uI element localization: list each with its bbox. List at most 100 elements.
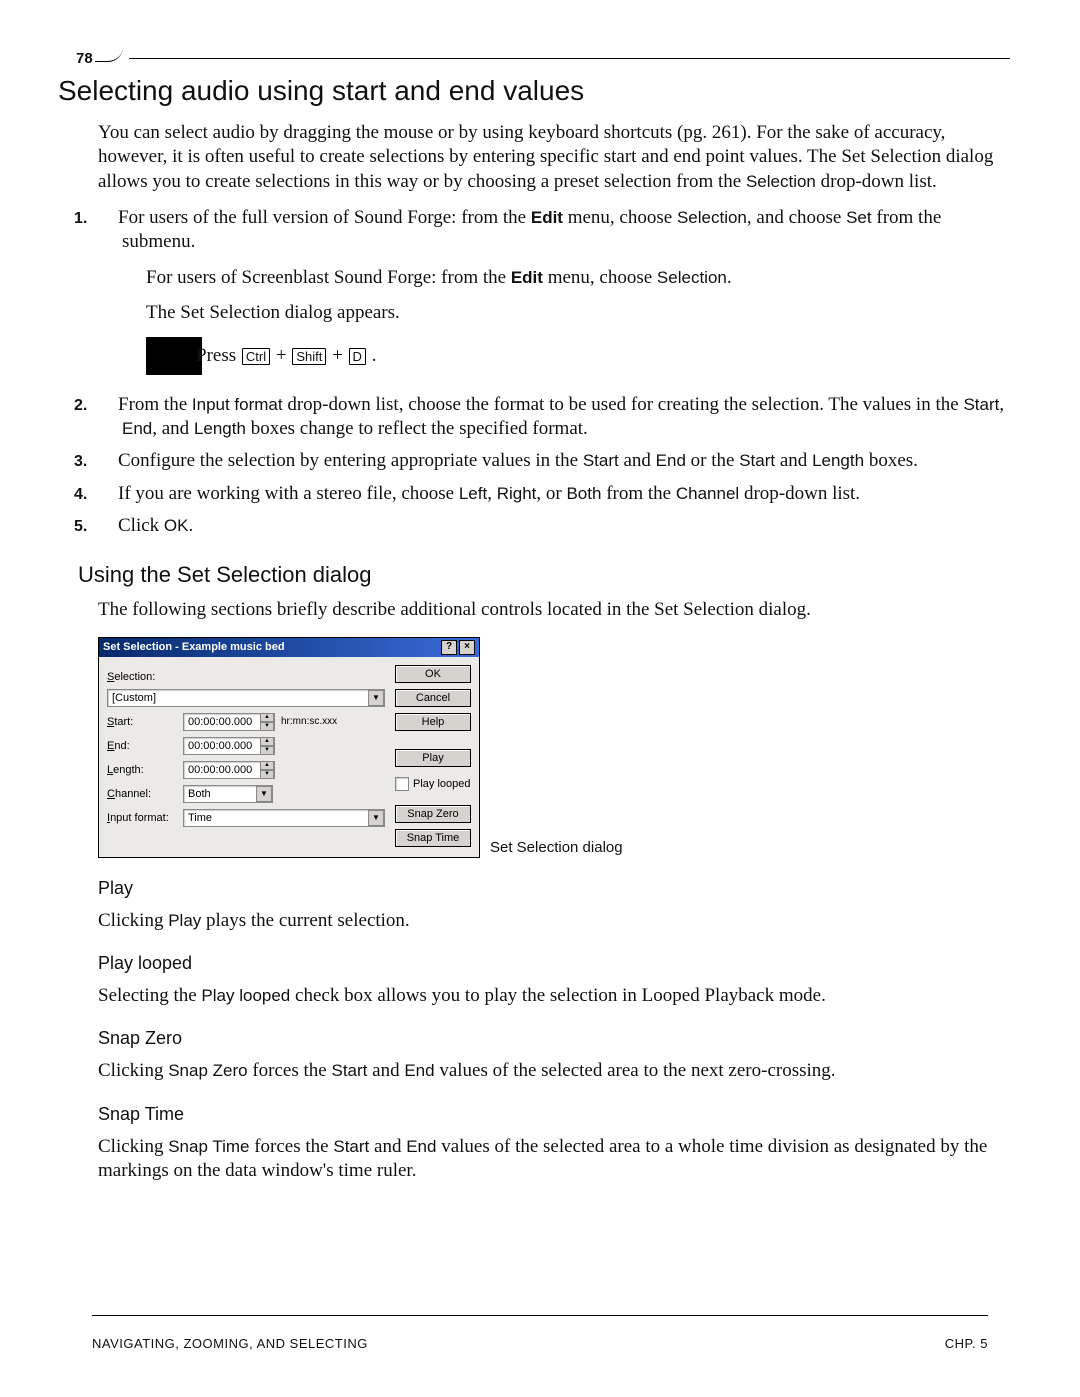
step-2: 2.From the Input format drop-down list, …: [98, 393, 1008, 442]
set-selection-dialog: Set Selection - Example music bed ? × Se…: [98, 637, 480, 858]
label-start: Start:: [107, 716, 177, 728]
t: drop-down list, choose the format to be …: [283, 394, 964, 415]
step-1: 1.For users of the full version of Sound…: [98, 206, 1008, 375]
spin-down-icon[interactable]: ▼: [260, 770, 274, 779]
h3-snap-zero: Snap Zero: [98, 1028, 1008, 1049]
selection-combo[interactable]: [Custom] ▼: [107, 689, 385, 707]
p-snap-zero: Clicking Snap Zero forces the Start and …: [98, 1059, 1008, 1083]
t: Click: [118, 515, 164, 536]
input-format-combo[interactable]: Time ▼: [183, 809, 385, 827]
h3-snap-time: Snap Time: [98, 1104, 1008, 1125]
t: For users of Screenblast Sound Forge: fr…: [146, 267, 511, 288]
checkbox-icon[interactable]: [395, 777, 409, 791]
p-snap-time: Clicking Snap Time forces the Start and …: [98, 1135, 1008, 1184]
step-1-appears: The Set Selection dialog appears.: [146, 300, 1008, 325]
cancel-button[interactable]: Cancel: [395, 689, 471, 707]
term-snap-zero: Snap Zero: [168, 1061, 247, 1080]
t: drop-down list.: [739, 483, 860, 504]
dialog-caption: Set Selection dialog: [490, 839, 623, 856]
step-3-num: 3.: [98, 452, 118, 472]
t: Clicking: [98, 1060, 168, 1081]
page-footer: NAVIGATING, ZOOMING, AND SELECTING CHP. …: [92, 1315, 988, 1351]
t: Clicking: [98, 1136, 168, 1157]
chevron-down-icon[interactable]: ▼: [368, 690, 384, 706]
h3-play-looped: Play looped: [98, 953, 1008, 974]
kbd-d: D: [349, 348, 366, 365]
t: menu, choose: [543, 267, 657, 288]
step-5-num: 5.: [98, 517, 118, 537]
step-4-num: 4.: [98, 485, 118, 505]
t: values of the selected area to the next …: [435, 1060, 836, 1081]
dialog-title-text: Set Selection - Example music bed: [103, 641, 285, 653]
spin-down-icon[interactable]: ▼: [260, 722, 274, 731]
tip-press: Press: [196, 345, 241, 366]
heading-1: Selecting audio using start and end valu…: [58, 75, 1010, 107]
t: and: [369, 1136, 406, 1157]
chevron-down-icon[interactable]: ▼: [368, 810, 384, 826]
snap-time-button[interactable]: Snap Time: [395, 829, 471, 847]
term-play: Play: [168, 911, 201, 930]
chevron-down-icon[interactable]: ▼: [256, 786, 272, 802]
kbd-ctrl: Ctrl: [242, 348, 270, 365]
heading-2: Using the Set Selection dialog: [78, 562, 1010, 588]
footer-right: CHP. 5: [945, 1336, 988, 1351]
play-button[interactable]: Play: [395, 749, 471, 767]
menu-selection: Selection: [677, 208, 747, 227]
label-length: Length:: [107, 764, 177, 776]
step-5: 5.Click OK.: [98, 514, 1008, 538]
play-looped-checkbox[interactable]: Play looped: [395, 777, 471, 791]
help-button[interactable]: Help: [395, 713, 471, 731]
dialog-close-button[interactable]: ×: [459, 640, 475, 655]
tip-icon: [146, 337, 202, 375]
h3-play: Play: [98, 878, 1008, 899]
start-value: 00:00:00.000: [188, 716, 252, 728]
term-start: Start: [963, 395, 999, 414]
term-channel: Channel: [676, 484, 739, 503]
spin-down-icon[interactable]: ▼: [260, 746, 274, 755]
snap-zero-button[interactable]: Snap Zero: [395, 805, 471, 823]
t: or the: [686, 450, 739, 471]
term-selection: Selection: [746, 172, 816, 191]
end-spinbox[interactable]: 00:00:00.000 ▲▼: [183, 737, 275, 755]
menu-selection: Selection: [657, 268, 727, 287]
step-2-num: 2.: [98, 396, 118, 416]
t: and: [619, 450, 656, 471]
intro-paragraph: You can select audio by dragging the mou…: [98, 121, 1008, 194]
term-snap-time: Snap Time: [168, 1137, 249, 1156]
dialog-help-button[interactable]: ?: [441, 640, 457, 655]
dialog-titlebar[interactable]: Set Selection - Example music bed ? ×: [99, 638, 479, 657]
menu-set: Set: [846, 208, 872, 227]
spin-up-icon[interactable]: ▲: [260, 737, 274, 746]
step-1-num: 1.: [98, 209, 118, 229]
tip-shortcut: Press Ctrl + Shift + D .: [146, 337, 1008, 375]
play-looped-label: Play looped: [413, 778, 471, 790]
term-both: Both: [566, 484, 601, 503]
term-start: Start: [333, 1137, 369, 1156]
channel-combo[interactable]: Both ▼: [183, 785, 273, 803]
page-number: 78: [76, 50, 93, 67]
term-start: Start: [331, 1061, 367, 1080]
t: .: [188, 515, 193, 536]
term-start: Start: [739, 451, 775, 470]
t: If you are working with a stereo file, c…: [118, 483, 459, 504]
spin-up-icon[interactable]: ▲: [260, 713, 274, 722]
t: .: [727, 267, 732, 288]
start-spinbox[interactable]: 00:00:00.000 ▲▼: [183, 713, 275, 731]
kbd-shift: Shift: [292, 348, 326, 365]
t: , and choose: [747, 207, 846, 228]
step-3: 3.Configure the selection by entering ap…: [98, 449, 1008, 473]
ok-button[interactable]: OK: [395, 665, 471, 683]
t: ,: [999, 394, 1004, 415]
length-spinbox[interactable]: 00:00:00.000 ▲▼: [183, 761, 275, 779]
step-4: 4.If you are working with a stereo file,…: [98, 482, 1008, 506]
p-play-looped: Selecting the Play looped check box allo…: [98, 984, 1008, 1008]
spin-up-icon[interactable]: ▲: [260, 761, 274, 770]
t: boxes.: [864, 450, 918, 471]
plus: +: [276, 345, 287, 366]
t: For users of the full version of Sound F…: [118, 207, 531, 228]
t: plays the current selection.: [201, 910, 409, 931]
t: check box allows you to play the selecti…: [290, 985, 826, 1006]
term-length: Length: [812, 451, 864, 470]
t: Configure the selection by entering appr…: [118, 450, 583, 471]
label-selection: Selection:: [107, 671, 177, 683]
